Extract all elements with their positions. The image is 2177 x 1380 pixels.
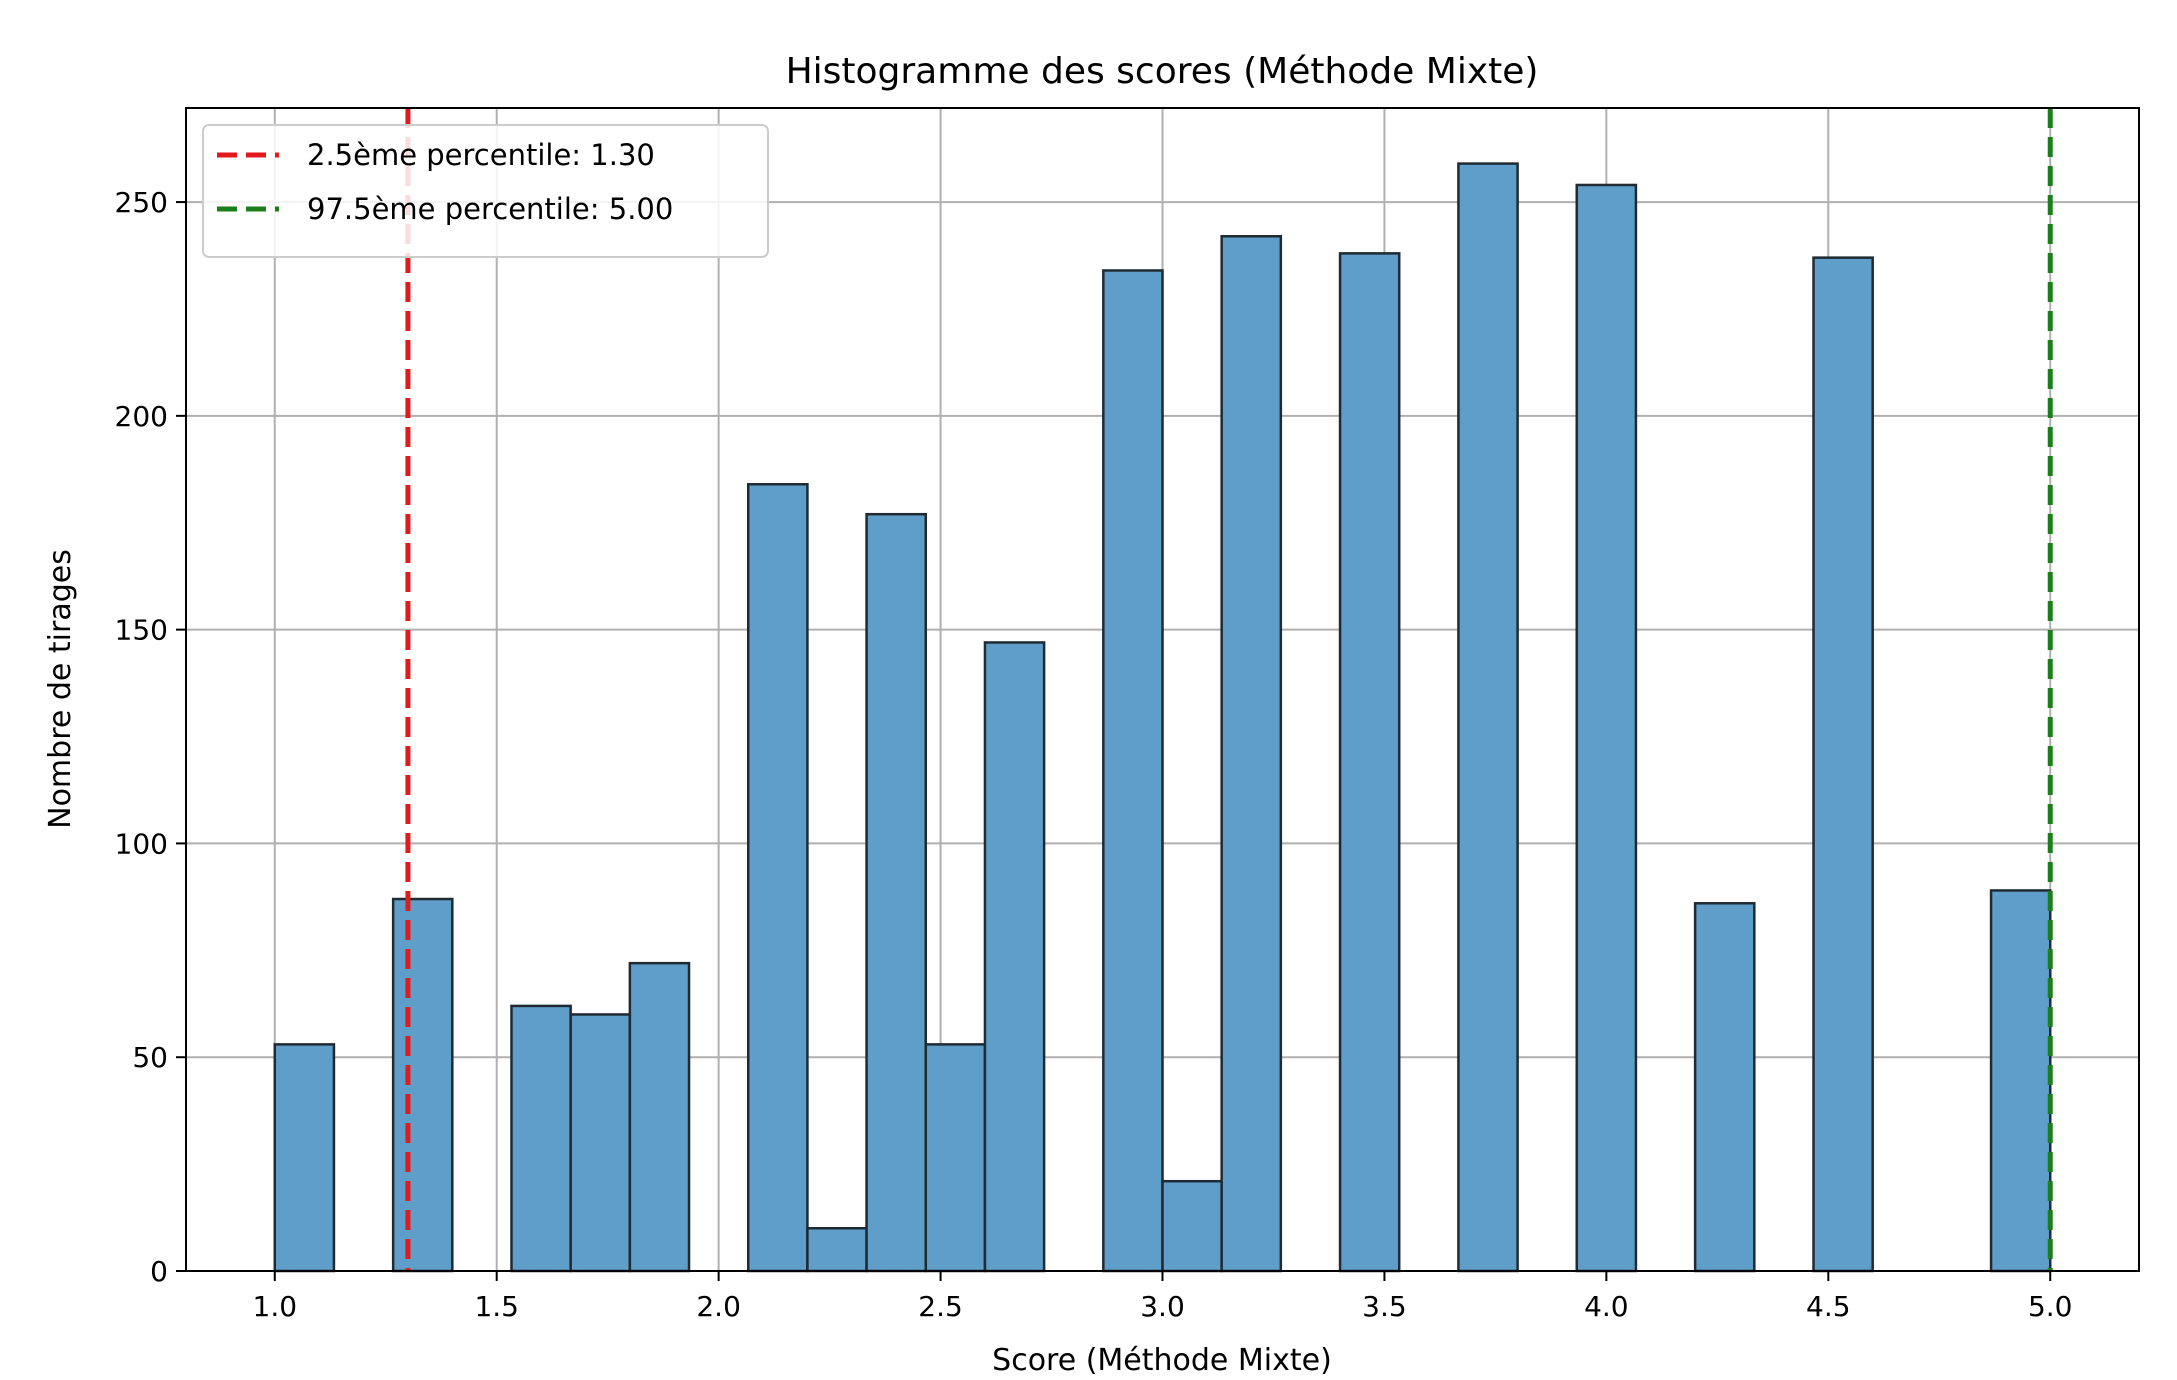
- histogram-bar: [510, 1004, 572, 1273]
- histogram-bar: [1161, 1179, 1223, 1273]
- histogram-bar: [1693, 902, 1756, 1273]
- x-tick-label: 3.5: [1362, 1290, 1407, 1323]
- histogram-bar: [806, 1226, 868, 1273]
- histogram-bars: [273, 162, 2052, 1273]
- legend: 2.5ème percentile: 1.30 97.5ème percentil…: [202, 124, 769, 258]
- y-tick-label: 250: [115, 186, 168, 219]
- y-tick-label: 100: [115, 827, 168, 860]
- y-tick-label: 200: [115, 400, 168, 433]
- histogram-bar: [1220, 235, 1283, 1273]
- x-tick-label: 2.5: [918, 1290, 963, 1323]
- x-tick-label: 1.0: [253, 1290, 298, 1323]
- x-tick-label: 4.5: [1806, 1290, 1851, 1323]
- x-tick-label: 5.0: [2028, 1290, 2073, 1323]
- x-axis-label: Score (Méthode Mixte): [992, 1343, 1332, 1378]
- histogram-bar: [1102, 269, 1164, 1273]
- histogram-bar: [746, 483, 809, 1273]
- histogram-bar: [1457, 162, 1519, 1273]
- histogram-bar: [983, 641, 1046, 1273]
- percentile-lines: [405, 108, 2053, 1271]
- x-tick-label: 1.5: [474, 1290, 519, 1323]
- y-tick-label: 50: [132, 1041, 168, 1074]
- x-tick-label: 4.0: [1584, 1290, 1629, 1323]
- y-axis-ticks: 0 50 100 150 200 250: [115, 186, 186, 1288]
- histogram-bar: [1575, 183, 1638, 1273]
- y-axis-label: Nombre de tirages: [43, 549, 78, 829]
- histogram-bar: [628, 961, 691, 1273]
- histogram-bar: [924, 1043, 987, 1273]
- y-tick-label: 0: [150, 1255, 168, 1288]
- legend-box: [202, 124, 769, 258]
- legend-entry-label: 97.5ème percentile: 5.00: [307, 192, 673, 226]
- histogram-bar: [569, 1013, 632, 1273]
- legend-entry-label: 2.5ème percentile: 1.30: [307, 138, 655, 172]
- histogram-bar: [1338, 252, 1401, 1273]
- x-tick-label: 2.0: [696, 1290, 741, 1323]
- x-tick-label: 3.0: [1140, 1290, 1185, 1323]
- histogram-bar: [391, 897, 454, 1273]
- histogram-bar: [1989, 889, 2052, 1273]
- histogram-bar: [1812, 256, 1874, 1273]
- y-tick-label: 150: [115, 614, 168, 647]
- histogram-bar: [273, 1043, 336, 1273]
- x-axis-ticks: 1.0 1.5 2.0 2.5 3.0 3.5 4.0 4.5 5.0: [253, 1271, 2073, 1323]
- chart-title: Histogramme des scores (Méthode Mixte): [786, 51, 1539, 92]
- histogram-bar: [865, 512, 927, 1273]
